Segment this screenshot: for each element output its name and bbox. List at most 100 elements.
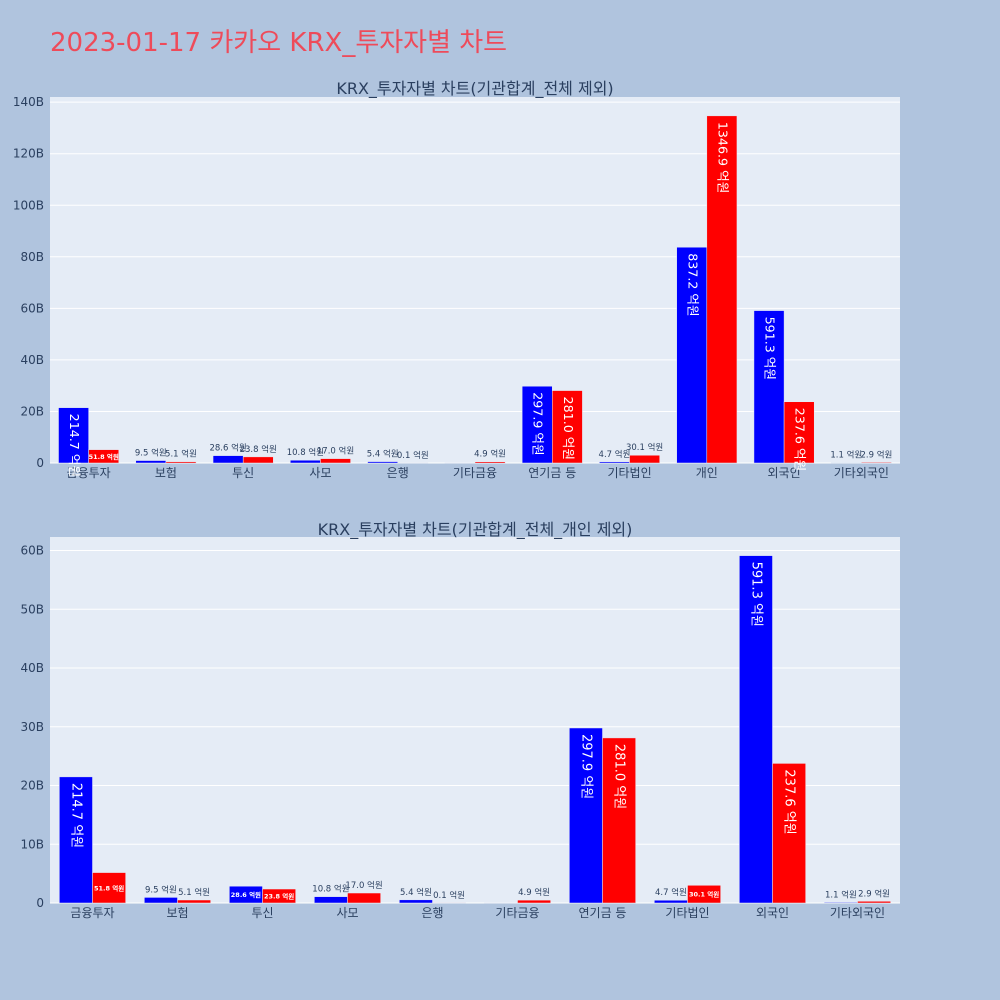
bar [861,462,892,464]
category-label: 보험 [166,906,188,920]
category-label: 은행 [421,905,443,920]
bar [629,454,660,464]
bar-value-label: 2.9 억원 [860,449,892,460]
bar [521,385,553,464]
bar [857,901,891,904]
bar-value-label: 297.9 억원 [578,734,593,799]
bar [517,899,551,904]
bar [399,899,433,904]
bar [58,407,89,464]
bar-value-label: 4.9 억원 [518,887,550,898]
bar [824,902,858,904]
category-label: 기타금융 [453,466,497,480]
y-tick-label: 10B [20,837,44,851]
bar [654,899,688,904]
bar-value-label: 237.6 억원 [782,769,797,834]
category-label: 금융투자 [70,906,114,920]
bar-value-label: 23.8 억원 [240,444,277,455]
bar [242,456,274,464]
bar-value-label: 0.1 억원 [433,890,465,901]
bar-value-label: 51.8 억원 [94,883,124,892]
category-label: 투신 [232,466,254,480]
category-label: 기타법인 [665,906,709,920]
bar [474,461,506,464]
category-label: 은행 [387,465,409,480]
bar [602,737,636,904]
bar-value-label: 5.1 억원 [178,887,210,898]
bar-value-label: 51.8 억원 [89,452,119,461]
bar-value-label: 591.3 억원 [748,562,763,627]
bar-value-label: 0.1 억원 [397,450,429,461]
bar-value-label: 28.6 억원 [231,890,261,899]
chart-top: 0 20B 40B 60B 80B 100B 120B 140B KRX_투자자별 차트(기관합… [13,79,900,480]
bar-value-label: 214.7 억원 [68,783,83,848]
bar [347,892,381,904]
bar [772,763,806,904]
bar [687,885,721,904]
category-label: 투신 [251,906,273,920]
bar-value-label: 4.7 억원 [655,887,687,898]
bar-value-label: 281.0 억원 [561,397,576,460]
bar-value-label: 30.1 억원 [626,442,663,453]
bar-value-label: 297.9 억원 [531,392,546,455]
bar-value-label: 1.1 억원 [830,450,862,461]
category-label: 기타법인 [607,466,651,480]
y-tick-label: 0 [36,896,44,910]
bar-value-label: 30.1 억원 [689,890,719,899]
bar [552,390,583,464]
bar-value-label: 17.0 억원 [345,880,382,891]
y-tick-label: 40B [20,661,44,675]
bar [177,899,211,904]
y-tick-label: 60B [20,301,44,315]
chart-subtitle: KRX_투자자별 차트(기관합계_전체 제외) [336,79,613,99]
category-label: 기타금융 [495,906,539,920]
bar-value-label: 591.3 억원 [763,317,778,380]
bar [59,776,93,904]
bar [676,246,708,464]
bar-value-label: 9.5 억원 [145,884,177,895]
bar-value-label: 10.8 억원 [287,447,324,458]
bar-value-label: 2.9 억원 [858,888,890,899]
bar-value-label: 1.1 억원 [825,889,857,900]
bar [320,458,351,464]
bar-value-label: 23.8 억원 [264,892,294,901]
bar [144,897,178,904]
y-tick-label: 40B [20,353,44,367]
bar [262,888,296,904]
bar [92,872,126,904]
category-label: 금융투자 [67,466,111,480]
bar-value-label: 9.5 억원 [135,448,167,459]
y-tick-label: 120B [13,147,44,161]
category-label: 개인 [696,466,718,480]
bar [165,461,197,464]
bar-value-label: 4.9 억원 [474,449,506,460]
y-tick-label: 140B [13,95,44,109]
bar-value-label: 214.7 억원 [67,414,82,477]
category-label: 연기금 등 [579,906,627,920]
bar-value-label: 5.1 억원 [165,449,197,460]
category-label: 외국인 [756,906,789,920]
y-tick-label: 80B [20,250,44,264]
bar-value-label: 281.0 억원 [612,744,627,809]
bar [314,896,348,904]
bar [753,310,785,464]
category-label: 기타외국인 [834,466,889,480]
category-label: 기타외국인 [830,906,885,920]
bar [739,555,773,904]
y-tick-label: 50B [20,602,44,616]
bar-value-label: 5.4 억원 [400,887,432,898]
bar-value-label: 1346.9 억원 [715,122,730,194]
category-label: 연기금 등 [528,466,576,480]
category-label: 사모 [336,906,358,920]
bar [706,115,738,464]
y-tick-label: 20B [20,404,44,418]
y-tick-label: 20B [20,779,44,793]
y-tick-label: 100B [13,198,44,212]
category-label: 외국인 [768,466,801,480]
bar [783,401,815,464]
bar [88,449,120,464]
bar-value-label: 837.2 억원 [685,253,700,316]
y-tick-label: 60B [20,544,44,558]
bar-value-label: 17.0 억원 [317,446,354,457]
